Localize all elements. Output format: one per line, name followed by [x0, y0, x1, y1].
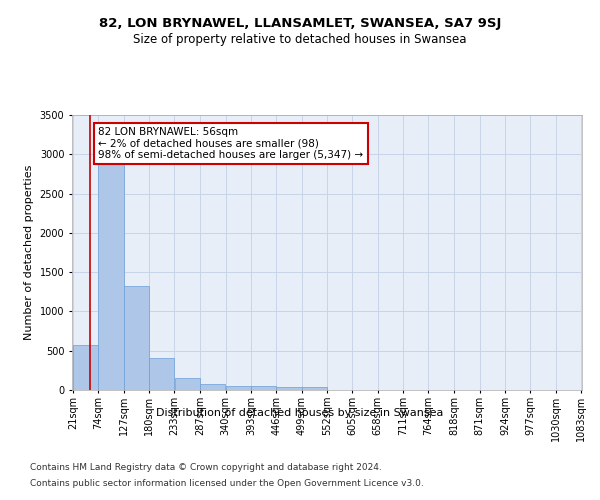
Bar: [175, 378, 200, 390]
Text: Contains HM Land Registry data © Crown copyright and database right 2024.: Contains HM Land Registry data © Crown c…: [30, 464, 382, 472]
Bar: [251, 386, 276, 390]
Bar: [226, 386, 251, 390]
Text: 82, LON BRYNAWEL, LLANSAMLET, SWANSEA, SA7 9SJ: 82, LON BRYNAWEL, LLANSAMLET, SWANSEA, S…: [99, 18, 501, 30]
Bar: [302, 387, 327, 390]
Text: Distribution of detached houses by size in Swansea: Distribution of detached houses by size …: [157, 408, 443, 418]
Text: Contains public sector information licensed under the Open Government Licence v3: Contains public sector information licen…: [30, 478, 424, 488]
Text: 82 LON BRYNAWEL: 56sqm
← 2% of detached houses are smaller (98)
98% of semi-deta: 82 LON BRYNAWEL: 56sqm ← 2% of detached …: [98, 127, 364, 160]
Bar: [149, 358, 174, 390]
Bar: [200, 384, 226, 390]
Y-axis label: Number of detached properties: Number of detached properties: [24, 165, 34, 340]
Bar: [277, 387, 302, 390]
Bar: [98, 162, 124, 390]
Bar: [124, 286, 149, 390]
Bar: [73, 345, 98, 390]
Text: Size of property relative to detached houses in Swansea: Size of property relative to detached ho…: [133, 32, 467, 46]
